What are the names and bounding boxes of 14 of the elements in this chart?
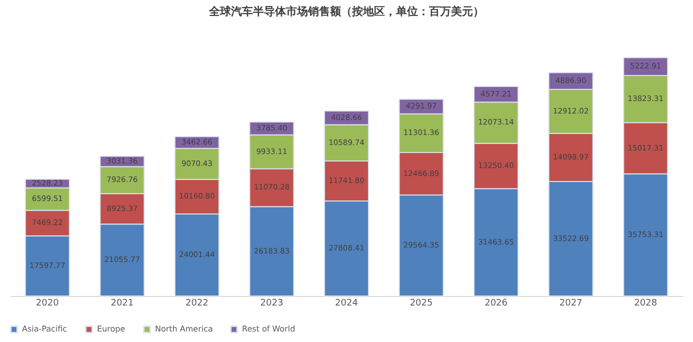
x-tick-label: 2027 <box>559 298 582 308</box>
chart-title: 全球汽车半导体市场销售额（按地区，单位：百万美元） <box>208 5 484 18</box>
x-tick-label: 2024 <box>335 298 358 308</box>
legend-label: Rest of World <box>242 324 296 334</box>
x-tick-label: 2021 <box>110 298 134 308</box>
legend-label: North America <box>155 324 214 334</box>
x-tick-label: 2026 <box>484 298 508 308</box>
x-tick-label: 2025 <box>410 298 433 308</box>
x-tick-label: 2020 <box>36 298 60 308</box>
x-tick-label: 2023 <box>260 298 284 308</box>
legend-label: Asia-Pacific <box>22 324 68 334</box>
x-tick-label: 2028 <box>634 298 658 308</box>
legend-label: Europe <box>97 324 126 334</box>
x-tick-label: 2022 <box>185 298 208 308</box>
